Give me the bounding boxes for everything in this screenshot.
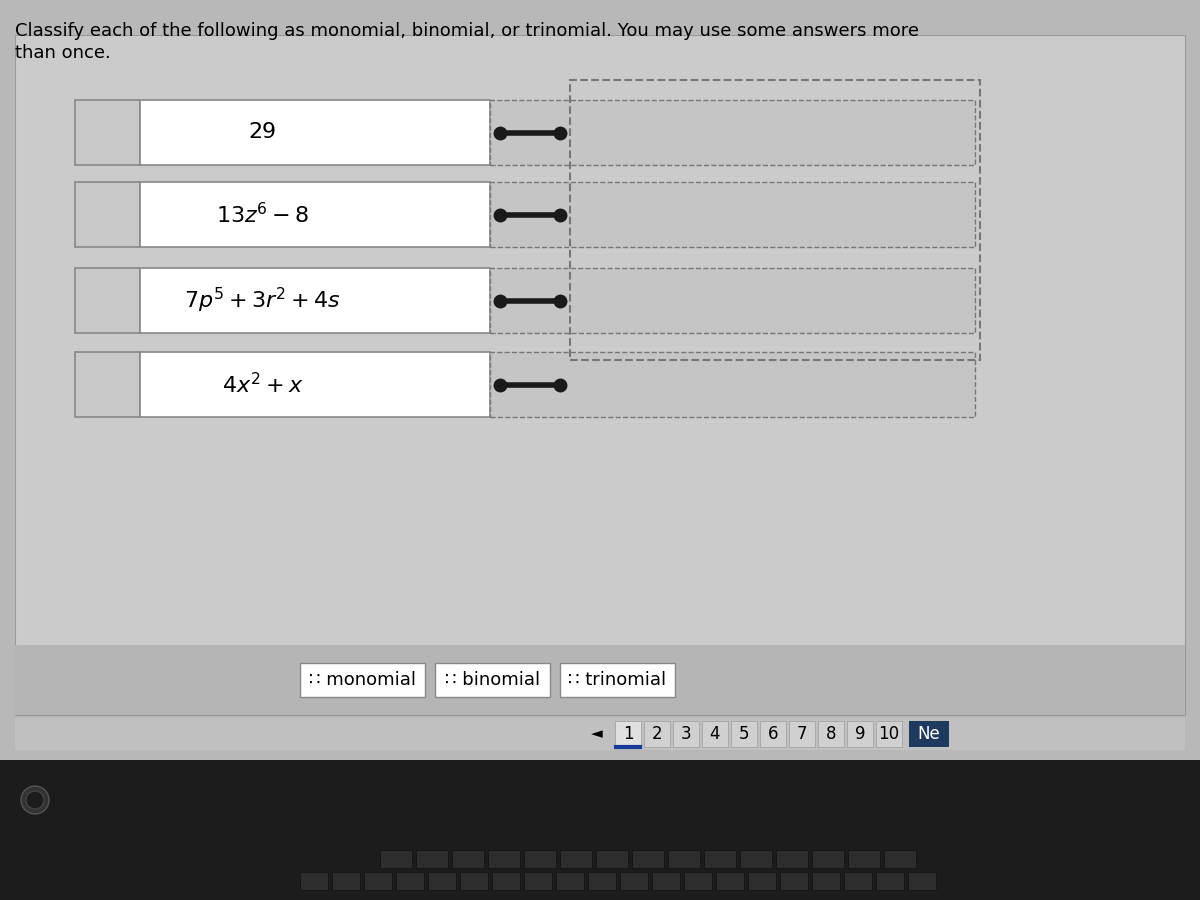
Bar bbox=[588, 872, 616, 890]
Bar bbox=[884, 850, 916, 868]
Bar bbox=[140, 268, 490, 333]
Bar bbox=[524, 850, 556, 868]
Bar bbox=[704, 850, 736, 868]
Bar bbox=[428, 872, 456, 890]
Text: 2: 2 bbox=[652, 725, 662, 743]
Bar bbox=[396, 872, 424, 890]
Bar bbox=[436, 663, 550, 697]
Bar bbox=[140, 182, 490, 247]
Text: ∷ trinomial: ∷ trinomial bbox=[569, 671, 666, 689]
Text: $13z^6 - 8$: $13z^6 - 8$ bbox=[216, 202, 310, 227]
Text: ∷ binomial: ∷ binomial bbox=[445, 671, 540, 689]
Bar bbox=[488, 850, 520, 868]
Bar bbox=[673, 721, 698, 747]
Bar bbox=[848, 850, 880, 868]
Text: than once.: than once. bbox=[14, 44, 110, 62]
Bar bbox=[818, 721, 844, 747]
Bar bbox=[452, 850, 484, 868]
Text: $29$: $29$ bbox=[248, 122, 277, 142]
Bar bbox=[74, 100, 140, 165]
Bar bbox=[668, 850, 700, 868]
Text: ∷ monomial: ∷ monomial bbox=[310, 671, 416, 689]
Bar bbox=[776, 850, 808, 868]
Bar bbox=[490, 100, 974, 165]
Circle shape bbox=[22, 786, 49, 814]
Bar bbox=[416, 850, 448, 868]
Bar bbox=[652, 872, 680, 890]
Text: 9: 9 bbox=[854, 725, 865, 743]
Text: $4x^2 + x$: $4x^2 + x$ bbox=[222, 372, 304, 397]
Text: 7: 7 bbox=[797, 725, 808, 743]
Text: 8: 8 bbox=[826, 725, 836, 743]
Bar bbox=[876, 872, 904, 890]
Bar bbox=[910, 721, 949, 747]
Bar bbox=[780, 872, 808, 890]
Bar bbox=[908, 872, 936, 890]
Bar bbox=[812, 872, 840, 890]
Bar bbox=[74, 268, 140, 333]
Bar bbox=[812, 850, 844, 868]
Bar bbox=[731, 721, 757, 747]
Bar bbox=[0, 760, 1200, 900]
Bar bbox=[570, 80, 980, 360]
Bar bbox=[490, 182, 974, 247]
Bar bbox=[632, 850, 664, 868]
Text: Ne: Ne bbox=[918, 725, 941, 743]
Bar bbox=[490, 352, 974, 417]
Bar bbox=[490, 268, 974, 333]
Bar bbox=[492, 872, 520, 890]
Bar bbox=[876, 721, 902, 747]
Circle shape bbox=[26, 791, 44, 809]
Bar bbox=[616, 721, 641, 747]
Text: 10: 10 bbox=[878, 725, 900, 743]
Bar bbox=[844, 872, 872, 890]
Bar bbox=[140, 352, 490, 417]
Bar bbox=[748, 872, 776, 890]
Bar bbox=[596, 850, 628, 868]
Bar bbox=[300, 872, 328, 890]
Bar bbox=[14, 35, 1186, 715]
Bar bbox=[300, 663, 425, 697]
Bar bbox=[560, 850, 592, 868]
Text: Classify each of the following as monomial, binomial, or trinomial. You may use : Classify each of the following as monomi… bbox=[14, 22, 919, 40]
Bar bbox=[702, 721, 728, 747]
Bar bbox=[620, 872, 648, 890]
Bar bbox=[684, 872, 712, 890]
Bar bbox=[74, 182, 140, 247]
Bar bbox=[332, 872, 360, 890]
Text: $7p^5 + 3r^2 + 4s$: $7p^5 + 3r^2 + 4s$ bbox=[185, 286, 341, 315]
Bar bbox=[760, 721, 786, 747]
Bar bbox=[380, 850, 412, 868]
Bar bbox=[740, 850, 772, 868]
Text: ◄: ◄ bbox=[592, 726, 602, 742]
Text: 4: 4 bbox=[709, 725, 720, 743]
Text: 5: 5 bbox=[739, 725, 749, 743]
Bar bbox=[140, 100, 490, 165]
Text: 3: 3 bbox=[680, 725, 691, 743]
Bar bbox=[790, 721, 815, 747]
Text: 1: 1 bbox=[623, 725, 634, 743]
Bar bbox=[847, 721, 874, 747]
Bar bbox=[460, 872, 488, 890]
Bar bbox=[560, 663, 674, 697]
Bar bbox=[644, 721, 670, 747]
Bar bbox=[556, 872, 584, 890]
Bar bbox=[716, 872, 744, 890]
Bar bbox=[14, 718, 1186, 750]
Bar bbox=[14, 645, 1186, 715]
Bar bbox=[74, 352, 140, 417]
Text: 6: 6 bbox=[768, 725, 779, 743]
Bar bbox=[524, 872, 552, 890]
Bar bbox=[364, 872, 392, 890]
